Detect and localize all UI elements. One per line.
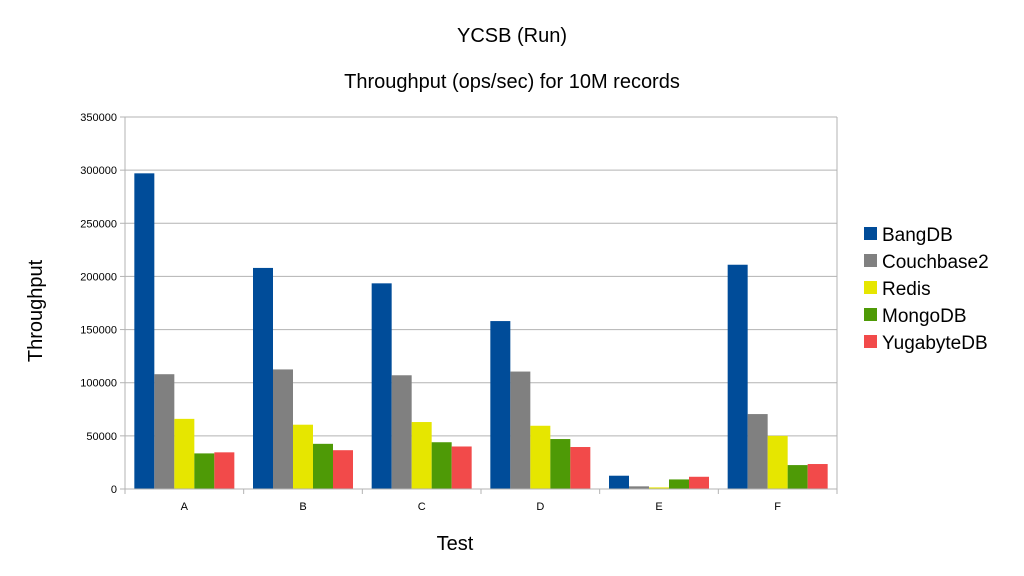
bar-mongodb-f <box>787 465 808 489</box>
y-tick-label: 200000 <box>80 271 117 283</box>
bar-bangdb-c <box>371 283 392 489</box>
legend-label-yugabytedb: YugabyteDB <box>882 333 988 354</box>
y-tick-label: 250000 <box>80 218 117 230</box>
bar-mongodb-c <box>431 442 452 489</box>
x-tick-labels: A B C D E F <box>181 501 782 513</box>
x-tick-label: E <box>655 501 662 513</box>
legend-swatch-mongodb <box>864 308 877 321</box>
bar-bangdb-e <box>609 475 629 489</box>
legend-swatch-bangdb <box>864 227 877 240</box>
x-axis-label: Test <box>437 533 474 555</box>
bars <box>134 173 828 489</box>
x-tick-label: D <box>536 501 544 513</box>
legend-label-mongodb: MongoDB <box>882 306 967 327</box>
legend-swatch-yugabytedb <box>864 335 877 348</box>
y-tick-label: 300000 <box>80 165 117 177</box>
bar-mongodb-a <box>194 453 215 489</box>
bar-yugabytedb-c <box>451 446 472 489</box>
chart-subtitle: Throughput (ops/sec) for 10M records <box>344 71 680 93</box>
legend-label-couchbase2: Couchbase2 <box>882 252 989 273</box>
bar-couchbase2-c <box>391 375 412 489</box>
bar-bangdb-b <box>253 267 273 489</box>
bar-couchbase2-b <box>273 369 293 489</box>
legend-label-redis: Redis <box>882 279 931 300</box>
bar-redis-a <box>174 418 195 489</box>
bar-yugabytedb-f <box>807 464 828 489</box>
gridlines <box>125 116 837 490</box>
y-tick-label: 150000 <box>80 325 117 337</box>
legend-swatch-couchbase2 <box>864 254 877 267</box>
bar-redis-d <box>530 425 551 489</box>
legend-swatch-redis <box>864 281 877 294</box>
bar-bangdb-d <box>490 321 511 489</box>
legend-label-bangdb: BangDB <box>882 225 953 246</box>
bar-redis-e <box>649 487 669 489</box>
axes <box>120 116 838 494</box>
x-tick-label: F <box>774 501 781 513</box>
bar-couchbase2-e <box>629 486 649 489</box>
bar-yugabytedb-b <box>333 450 353 489</box>
y-tick-labels: 0 50000 100000 150000 200000 250000 300000 3500… <box>80 112 117 496</box>
chart-title: YCSB (Run) <box>457 25 567 47</box>
bar-mongodb-b <box>313 443 333 489</box>
bar-yugabytedb-e <box>689 476 709 489</box>
bar-yugabytedb-a <box>214 452 235 489</box>
bar-redis-c <box>411 422 432 489</box>
bar-couchbase2-a <box>154 374 175 489</box>
bar-mongodb-e <box>669 479 689 489</box>
y-tick-label: 50000 <box>86 431 117 443</box>
bar-bangdb-f <box>727 264 748 489</box>
x-tick-label: B <box>299 501 306 513</box>
legend: BangDB Couchbase2 Redis MongoDB YugabyteDB <box>864 225 989 354</box>
bar-couchbase2-d <box>510 371 531 489</box>
bar-bangdb-a <box>134 173 155 489</box>
x-tick-label: A <box>181 501 189 513</box>
bar-couchbase2-f <box>747 414 768 489</box>
bar-mongodb-d <box>550 439 571 489</box>
y-tick-label: 350000 <box>80 112 117 124</box>
x-tick-label: C <box>418 501 426 513</box>
y-axis-label: Throughput <box>25 259 47 362</box>
y-tick-label: 100000 <box>80 378 117 390</box>
bar-yugabytedb-d <box>570 447 591 489</box>
bar-redis-f <box>767 435 788 489</box>
y-tick-label: 0 <box>111 484 117 496</box>
bar-redis-b <box>293 424 313 489</box>
